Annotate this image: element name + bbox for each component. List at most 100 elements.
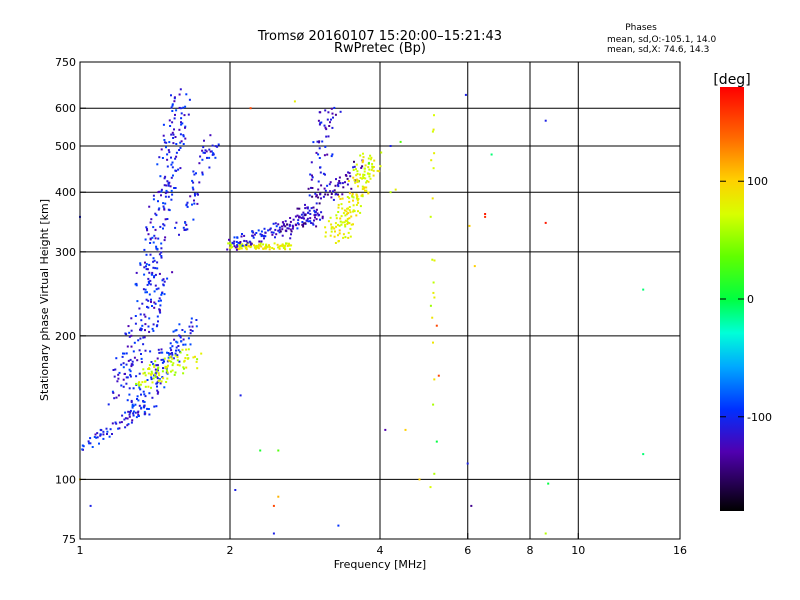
data-point (348, 197, 351, 200)
data-point (151, 271, 154, 274)
data-point (302, 211, 305, 214)
data-point (352, 209, 355, 212)
colorbar-tick-label: -100 (747, 411, 772, 424)
data-point (134, 403, 137, 406)
data-point (353, 160, 355, 163)
data-point (357, 201, 360, 204)
data-point (128, 387, 131, 390)
data-point (399, 140, 402, 143)
data-point (330, 155, 333, 158)
data-point (346, 220, 349, 223)
data-point (255, 244, 258, 247)
data-point (173, 96, 176, 99)
data-point (364, 164, 367, 167)
data-point (263, 234, 266, 237)
data-point (161, 157, 164, 159)
data-point (186, 357, 189, 360)
data-point (544, 221, 547, 224)
data-point (142, 343, 145, 346)
data-point (178, 323, 181, 326)
data-point (129, 373, 132, 376)
data-point (324, 126, 327, 129)
data-point (91, 446, 94, 448)
data-point (105, 427, 108, 430)
data-point (277, 449, 280, 452)
data-point (289, 248, 291, 251)
data-point (171, 345, 174, 348)
data-point (140, 393, 142, 396)
data-point (171, 364, 174, 367)
data-point (172, 362, 175, 365)
data-point (312, 223, 315, 226)
data-point (124, 332, 127, 335)
data-point (255, 232, 258, 234)
y-tick-label: 600 (55, 102, 76, 115)
data-point (257, 247, 260, 250)
data-point (289, 237, 292, 240)
data-point (124, 417, 127, 420)
data-point (368, 172, 371, 175)
data-point (241, 244, 244, 247)
data-point (149, 221, 152, 224)
data-point (307, 187, 310, 190)
data-point (158, 309, 161, 312)
data-point (210, 150, 213, 153)
data-point (326, 184, 329, 187)
data-point (157, 300, 160, 303)
data-point (356, 199, 359, 202)
data-point (170, 156, 172, 159)
data-point (161, 376, 164, 379)
data-point (168, 119, 171, 122)
data-point (195, 325, 198, 328)
data-point (344, 174, 347, 176)
data-point (143, 410, 146, 413)
data-point (348, 209, 351, 212)
data-point (157, 391, 160, 394)
data-point (258, 240, 261, 243)
data-point (288, 224, 291, 227)
data-point (362, 175, 365, 178)
data-point (123, 373, 126, 375)
data-point (329, 190, 332, 193)
data-point (353, 179, 356, 182)
data-point (152, 260, 155, 263)
data-point (269, 227, 272, 230)
data-point (344, 181, 346, 184)
data-point (308, 194, 311, 197)
x-tick-label: 8 (527, 544, 534, 557)
data-point (325, 128, 328, 131)
data-point (164, 218, 167, 221)
data-point (183, 114, 186, 117)
data-point (330, 196, 333, 199)
data-point (310, 222, 313, 224)
data-point (318, 123, 321, 126)
data-point (369, 154, 372, 157)
data-point (341, 193, 344, 196)
data-point (118, 427, 121, 430)
data-point (195, 360, 198, 363)
data-point (164, 175, 167, 178)
data-point (356, 195, 359, 198)
data-point (153, 276, 155, 279)
data-point (277, 495, 280, 498)
data-point (333, 235, 336, 238)
data-point (362, 176, 365, 179)
data-point (151, 327, 154, 330)
data-point (173, 100, 176, 103)
data-point (166, 366, 168, 369)
data-point (338, 224, 341, 227)
data-point (330, 118, 332, 121)
data-point (93, 436, 96, 438)
data-point (160, 148, 163, 151)
data-point (435, 440, 438, 443)
data-point (332, 198, 335, 201)
data-point (274, 228, 277, 231)
data-point (112, 391, 115, 394)
data-point (277, 223, 280, 226)
data-point (143, 404, 146, 407)
data-point (175, 349, 177, 352)
data-point (146, 379, 149, 381)
data-point (179, 167, 182, 170)
data-point (357, 210, 359, 213)
data-point (355, 197, 358, 200)
